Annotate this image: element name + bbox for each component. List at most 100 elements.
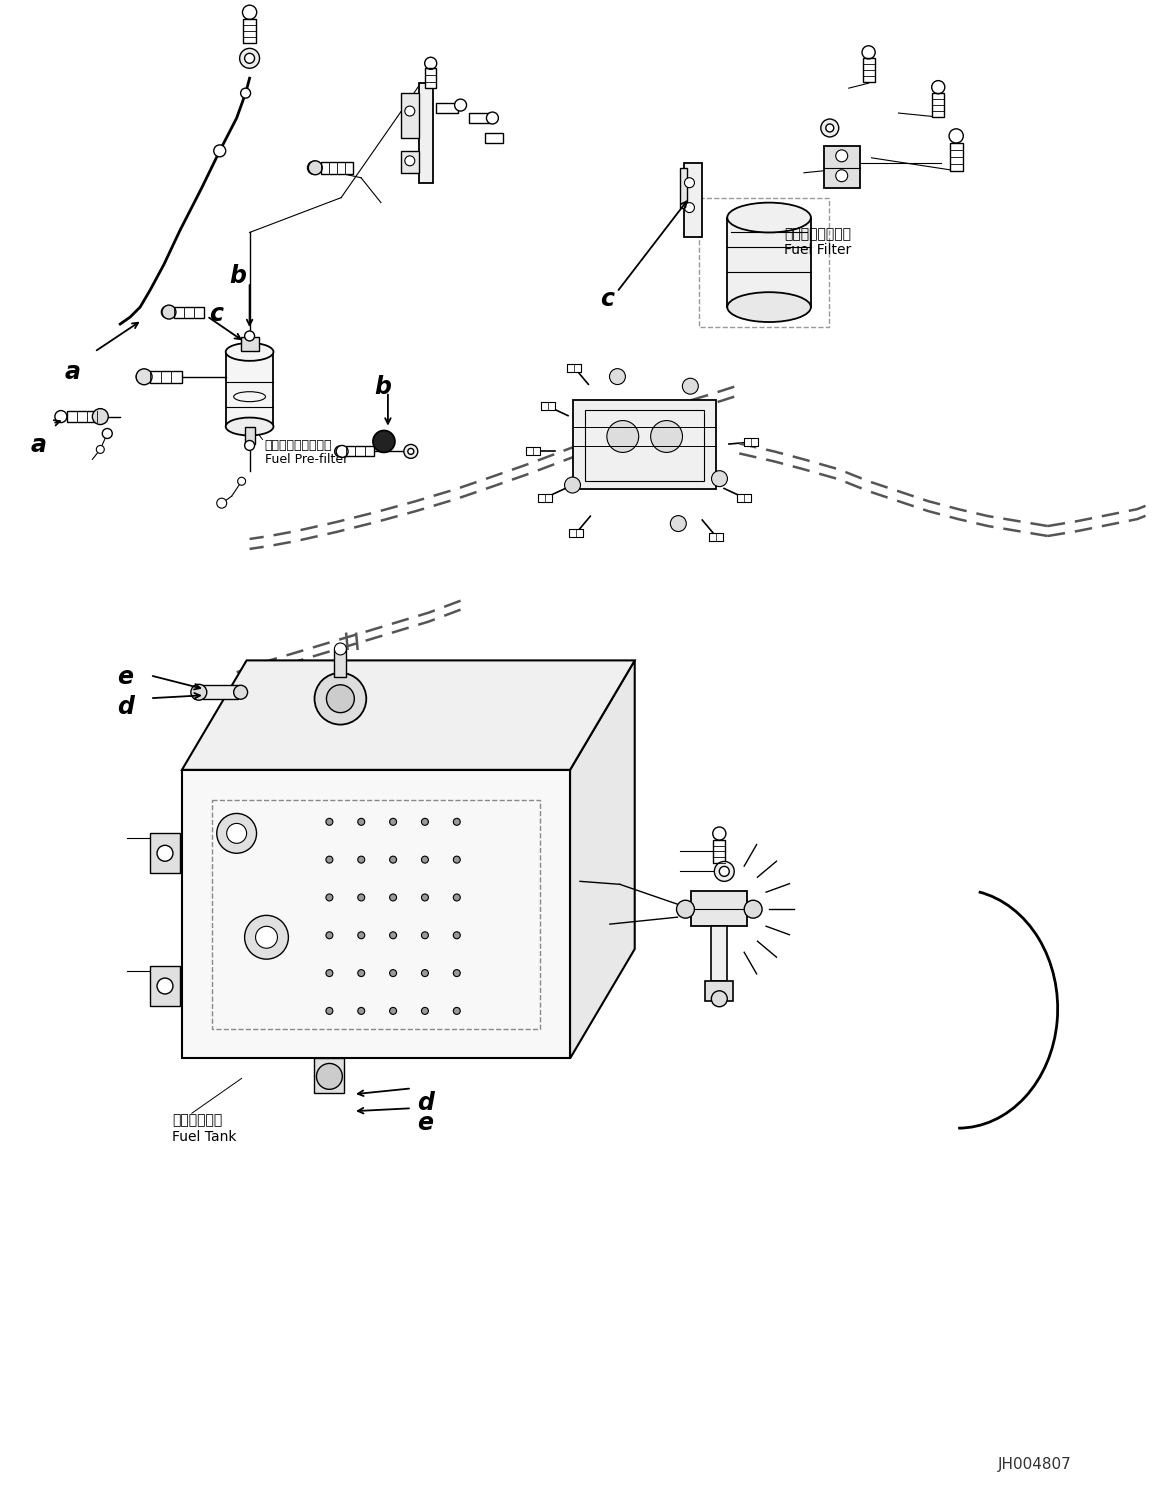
Circle shape: [606, 421, 639, 452]
Polygon shape: [181, 660, 635, 770]
Bar: [225, 352, 274, 427]
Ellipse shape: [728, 291, 811, 323]
Circle shape: [255, 926, 277, 949]
Circle shape: [226, 824, 247, 843]
Circle shape: [233, 686, 247, 699]
Text: Fuel Tank: Fuel Tank: [172, 1130, 237, 1144]
Circle shape: [326, 894, 333, 901]
Bar: [711, 926, 728, 981]
Bar: [401, 94, 419, 138]
Circle shape: [389, 857, 396, 862]
Circle shape: [422, 857, 429, 862]
Circle shape: [453, 970, 460, 977]
Bar: [150, 370, 181, 382]
Bar: [685, 162, 702, 238]
Circle shape: [245, 332, 254, 341]
Bar: [573, 400, 716, 489]
Circle shape: [245, 54, 254, 64]
Circle shape: [422, 932, 429, 938]
Bar: [824, 146, 859, 187]
Circle shape: [486, 112, 498, 123]
Text: フェエルフィルタ: フェエルフィルタ: [784, 228, 851, 241]
Circle shape: [821, 119, 839, 137]
Circle shape: [92, 409, 109, 425]
Bar: [240, 338, 259, 351]
Circle shape: [389, 1007, 396, 1014]
Circle shape: [326, 857, 333, 862]
Circle shape: [836, 150, 848, 162]
Bar: [174, 306, 203, 318]
Circle shape: [404, 445, 418, 458]
Ellipse shape: [225, 418, 274, 436]
Text: Fuel Filter: Fuel Filter: [784, 244, 851, 257]
Bar: [542, 403, 556, 410]
Text: a: a: [65, 360, 81, 384]
Circle shape: [136, 369, 152, 385]
Text: d: d: [117, 696, 134, 720]
Circle shape: [358, 970, 365, 977]
Circle shape: [685, 202, 694, 213]
Bar: [321, 162, 353, 174]
Circle shape: [157, 845, 173, 861]
Bar: [679, 168, 687, 208]
Circle shape: [389, 970, 396, 977]
Bar: [346, 446, 374, 457]
Circle shape: [240, 88, 251, 98]
Circle shape: [650, 421, 683, 452]
Circle shape: [239, 49, 260, 68]
Circle shape: [744, 900, 762, 917]
Text: フェルプレフィルタ: フェルプレフィルタ: [264, 440, 331, 452]
Bar: [932, 94, 945, 117]
Circle shape: [405, 156, 415, 165]
Bar: [335, 648, 346, 677]
Circle shape: [308, 161, 322, 175]
Circle shape: [711, 990, 728, 1007]
Circle shape: [422, 1007, 429, 1014]
Bar: [706, 981, 733, 1001]
Circle shape: [191, 684, 207, 700]
Text: b: b: [374, 375, 390, 399]
Bar: [714, 840, 725, 864]
Polygon shape: [571, 660, 635, 1059]
Circle shape: [405, 106, 415, 116]
Circle shape: [245, 916, 289, 959]
Circle shape: [358, 894, 365, 901]
Circle shape: [610, 369, 625, 385]
Circle shape: [157, 978, 173, 993]
Text: JH004807: JH004807: [998, 1457, 1072, 1472]
Text: b: b: [230, 265, 246, 288]
Circle shape: [836, 170, 848, 181]
Bar: [202, 686, 238, 699]
Circle shape: [677, 900, 694, 917]
Circle shape: [326, 970, 333, 977]
Circle shape: [453, 818, 460, 825]
Text: e: e: [117, 665, 133, 690]
Circle shape: [714, 861, 735, 882]
Circle shape: [453, 932, 460, 938]
Text: Fuel Pre-filter: Fuel Pre-filter: [264, 454, 348, 467]
Circle shape: [245, 440, 254, 451]
Bar: [700, 198, 829, 327]
Circle shape: [711, 471, 728, 486]
Circle shape: [217, 813, 256, 854]
Circle shape: [358, 932, 365, 938]
Circle shape: [389, 894, 396, 901]
Bar: [435, 103, 457, 113]
Bar: [485, 132, 504, 143]
Circle shape: [103, 428, 112, 439]
Circle shape: [96, 446, 104, 454]
Bar: [67, 410, 97, 422]
Circle shape: [422, 970, 429, 977]
Circle shape: [335, 642, 346, 654]
Bar: [150, 967, 180, 1005]
Bar: [419, 83, 433, 183]
Circle shape: [453, 857, 460, 862]
Circle shape: [422, 894, 429, 901]
Text: e: e: [417, 1111, 433, 1135]
Circle shape: [422, 818, 429, 825]
Bar: [728, 217, 811, 308]
Text: d: d: [417, 1091, 433, 1115]
Bar: [567, 363, 581, 372]
Circle shape: [336, 446, 348, 458]
Circle shape: [453, 1007, 460, 1014]
